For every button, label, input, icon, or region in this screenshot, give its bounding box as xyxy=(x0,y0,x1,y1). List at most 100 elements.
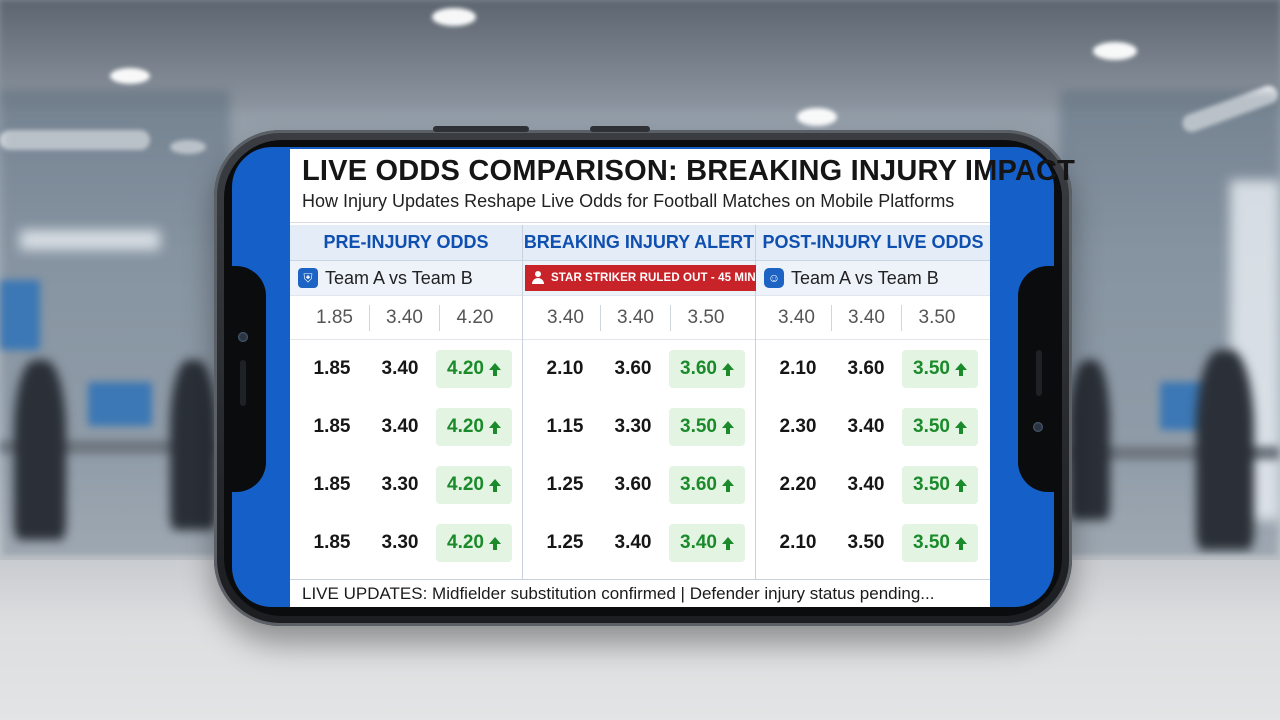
odds-row[interactable]: 1.25 3.40 3.40 xyxy=(523,514,755,572)
odd-home[interactable]: 2.20 xyxy=(779,474,817,495)
odds-row[interactable]: 1.85 3.40 4.20 xyxy=(290,398,522,456)
odd-draw[interactable]: 3.30 xyxy=(381,474,419,495)
monitor xyxy=(0,280,40,350)
reference-odd: 3.40 xyxy=(762,304,832,331)
odds-row[interactable]: 1.25 3.60 3.60 xyxy=(523,456,755,514)
odd-draw[interactable]: 3.40 xyxy=(381,416,419,437)
odd-value: 3.60 xyxy=(680,474,717,495)
odd-draw[interactable]: 3.60 xyxy=(614,358,652,379)
reference-odd: 3.50 xyxy=(687,306,725,328)
odd-home[interactable]: 1.25 xyxy=(546,532,584,553)
live-updates-ticker[interactable]: LIVE UPDATES: Midfielder substitution co… xyxy=(290,579,990,607)
odd-away-rising[interactable]: 3.50 xyxy=(902,408,978,446)
odd-away-rising[interactable]: 4.20 xyxy=(436,350,512,388)
odds-row[interactable]: 1.85 3.30 4.20 xyxy=(290,514,522,572)
sensor-icon xyxy=(1033,422,1043,432)
odd-value: 3.50 xyxy=(913,474,950,495)
match-bar[interactable]: ☺ Team A vs Team B xyxy=(756,261,990,296)
odd-draw[interactable]: 3.60 xyxy=(614,474,652,495)
reference-odd: 4.20 xyxy=(456,306,494,328)
reference-odds-row: 3.40 3.40 3.50 xyxy=(756,296,990,340)
odd-value: 3.50 xyxy=(913,416,950,437)
reference-odd: 3.40 xyxy=(531,304,601,331)
odd-home[interactable]: 1.85 xyxy=(313,474,351,495)
reference-odds-row: 1.85 3.40 4.20 xyxy=(290,296,522,340)
column-pre-injury: PRE-INJURY ODDS ⛨ Team A vs Team B 1.85 … xyxy=(290,225,523,579)
arrow-up-icon xyxy=(954,537,967,550)
reference-odd: 1.85 xyxy=(300,304,370,331)
odd-home[interactable]: 2.30 xyxy=(779,416,817,437)
page-title: LIVE ODDS COMPARISON: BREAKING INJURY IM… xyxy=(302,155,1076,187)
odd-home[interactable]: 1.85 xyxy=(313,532,351,553)
arrow-up-icon xyxy=(954,421,967,434)
odds-row[interactable]: 1.15 3.30 3.50 xyxy=(523,398,755,456)
odd-draw[interactable]: 3.30 xyxy=(381,532,419,553)
odd-away-rising[interactable]: 3.40 xyxy=(669,524,745,562)
odd-away-rising[interactable]: 3.50 xyxy=(902,524,978,562)
match-bar[interactable]: ⛨ Team A vs Team B xyxy=(290,261,522,296)
odds-row[interactable]: 2.10 3.50 3.50 xyxy=(756,514,990,572)
odd-away-rising[interactable]: 3.50 xyxy=(669,408,745,446)
odd-draw[interactable]: 3.40 xyxy=(381,358,419,379)
odd-home[interactable]: 2.10 xyxy=(546,358,584,379)
odd-away-rising[interactable]: 4.20 xyxy=(436,466,512,504)
person-icon xyxy=(531,271,545,285)
odds-row[interactable]: 2.20 3.40 3.50 xyxy=(756,456,990,514)
odds-row[interactable]: 2.30 3.40 3.50 xyxy=(756,398,990,456)
odd-away-rising[interactable]: 3.50 xyxy=(902,466,978,504)
injury-alert-badge[interactable]: STAR STRIKER RULED OUT - 45 MIN AGO xyxy=(525,265,792,291)
column-heading: POST-INJURY LIVE ODDS xyxy=(756,225,990,261)
odd-away-rising[interactable]: 4.20 xyxy=(436,524,512,562)
reference-odd: 3.40 xyxy=(832,304,902,331)
odd-away-rising[interactable]: 3.60 xyxy=(669,350,745,388)
page-subtitle: How Injury Updates Reshape Live Odds for… xyxy=(302,191,955,211)
ceiling xyxy=(0,0,1280,110)
ceiling-light xyxy=(797,108,837,126)
odd-draw[interactable]: 3.30 xyxy=(614,416,652,437)
reference-odds-row: 3.40 3.40 3.50 xyxy=(523,296,755,340)
odd-home[interactable]: 1.85 xyxy=(313,358,351,379)
odds-comparison-card: LIVE ODDS COMPARISON: BREAKING INJURY IM… xyxy=(290,149,1075,607)
ceiling-light xyxy=(1093,42,1137,60)
odd-value: 3.50 xyxy=(680,416,717,437)
injury-alert-text: STAR STRIKER RULED OUT - 45 MIN AGO xyxy=(551,272,786,284)
odd-value: 3.50 xyxy=(913,358,950,379)
odd-value: 4.20 xyxy=(447,358,484,379)
odd-home[interactable]: 1.15 xyxy=(546,416,584,437)
arrow-up-icon xyxy=(721,421,734,434)
person xyxy=(170,360,216,530)
odd-draw[interactable]: 3.50 xyxy=(847,532,885,553)
odd-draw[interactable]: 3.40 xyxy=(847,416,885,437)
reference-odd: 3.40 xyxy=(601,304,671,331)
odd-value: 3.40 xyxy=(680,532,717,553)
odds-row[interactable]: 1.85 3.30 4.20 xyxy=(290,456,522,514)
odd-home[interactable]: 1.25 xyxy=(546,474,584,495)
arrow-up-icon xyxy=(721,479,734,492)
odd-draw[interactable]: 3.40 xyxy=(847,474,885,495)
front-camera-icon xyxy=(238,332,248,342)
arrow-up-icon xyxy=(488,363,501,376)
odd-draw[interactable]: 3.40 xyxy=(614,532,652,553)
reference-odd: 3.50 xyxy=(918,306,956,328)
header: LIVE ODDS COMPARISON: BREAKING INJURY IM… xyxy=(290,149,1075,223)
column-post-injury: POST-INJURY LIVE ODDS ☺ Team A vs Team B… xyxy=(756,225,990,579)
arrow-up-icon xyxy=(488,537,501,550)
odd-away-rising[interactable]: 4.20 xyxy=(436,408,512,446)
odds-row[interactable]: 2.10 3.60 3.60 xyxy=(523,340,755,398)
odd-away-rising[interactable]: 3.60 xyxy=(669,466,745,504)
odd-draw[interactable]: 3.60 xyxy=(847,358,885,379)
odds-columns: PRE-INJURY ODDS ⛨ Team A vs Team B 1.85 … xyxy=(290,225,990,579)
odds-row[interactable]: 1.85 3.40 4.20 xyxy=(290,340,522,398)
monitor xyxy=(88,382,152,426)
ceiling-light xyxy=(110,68,150,84)
odd-home[interactable]: 2.10 xyxy=(779,532,817,553)
arrow-up-icon xyxy=(954,479,967,492)
odd-home[interactable]: 1.85 xyxy=(313,416,351,437)
odd-value: 3.50 xyxy=(913,532,950,553)
odd-away-rising[interactable]: 3.50 xyxy=(902,350,978,388)
odd-value: 4.20 xyxy=(447,474,484,495)
person xyxy=(1070,360,1110,520)
odd-home[interactable]: 2.10 xyxy=(779,358,817,379)
window xyxy=(20,230,160,250)
odds-row[interactable]: 2.10 3.60 3.50 xyxy=(756,340,990,398)
